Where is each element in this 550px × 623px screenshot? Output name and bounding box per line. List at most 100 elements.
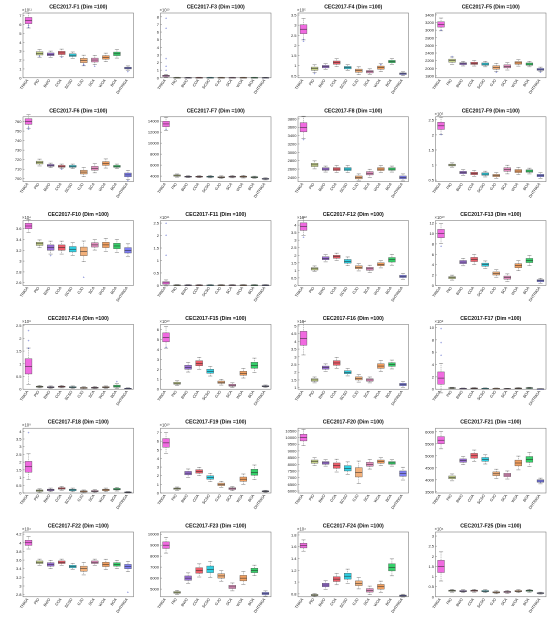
x-tick-label: BOA (522, 597, 530, 606)
box-pio (173, 284, 181, 286)
y-tick-label: 3.5 (16, 437, 22, 442)
outlier-marker: + (83, 276, 85, 280)
x-tick-label: SCSO (477, 182, 486, 193)
outlier-marker: + (165, 234, 167, 238)
x-tick-label: GJO (489, 494, 497, 503)
y-tick-label: 2 (432, 132, 435, 137)
x-tick-label: WOA (98, 493, 107, 503)
box-dhtriga (124, 387, 132, 390)
outlier-marker: + (451, 55, 453, 59)
x-tick-label: TRIGA (19, 597, 29, 609)
box-coa (58, 486, 66, 491)
y-tick-label: 8000 (288, 462, 298, 467)
plot-frame (297, 531, 409, 598)
plot-frame (22, 12, 134, 79)
axis-exponent: ×10¹⁰ (160, 423, 170, 428)
x-tick-label: TRIGA (157, 78, 167, 90)
y-tick-label: 3 (157, 465, 160, 470)
x-tick-label: SCA (363, 493, 371, 502)
box-boa (388, 58, 396, 65)
chart-title: CEC2017-F14 (Dim =100) (48, 316, 109, 322)
x-tick-label: DHTRIGA (253, 78, 266, 95)
y-tick-label: 740 (15, 138, 22, 143)
box-triga (162, 432, 170, 454)
x-tick-label: PIO (308, 598, 315, 606)
outlier-marker: + (495, 70, 497, 74)
x-tick-label: COA (467, 286, 475, 295)
x-tick-label: BOA (522, 78, 530, 87)
x-tick-label: BOA (247, 78, 255, 87)
box-boa (388, 254, 396, 266)
plot-frame (22, 531, 134, 598)
box-coa (333, 357, 341, 369)
x-tick-label: WOA (511, 182, 520, 192)
box-triga: ++ (24, 12, 33, 29)
x-tick-label: SCSO (202, 286, 211, 297)
y-tick-label: 4500 (425, 465, 435, 470)
box-bwo (184, 362, 192, 373)
box-pio (448, 589, 456, 593)
box-pio (35, 158, 44, 167)
y-tick-label: 3600 (288, 125, 298, 130)
chart-panel: CEC2017-F8 (Dim =100) 2400 2600 2800 3000 320… (288, 108, 409, 199)
box-pio (310, 593, 319, 597)
y-tick-label: 3.5 (291, 347, 297, 352)
x-tick-label: GJO (77, 598, 85, 607)
x-tick-label: TRIGA (19, 78, 29, 90)
box-coa (333, 58, 341, 67)
y-tick-label: 2.8 (16, 269, 22, 274)
x-tick-label: PIO (446, 286, 453, 294)
box-coa (470, 589, 478, 593)
box-woa (102, 52, 110, 62)
x-tick-label: WOA (236, 493, 245, 503)
y-tick-label: 5 (19, 31, 22, 36)
box-pio (448, 387, 456, 389)
plot-frame (160, 427, 272, 494)
y-tick-label: 3.5 (291, 13, 297, 18)
x-tick-label: TRIGA (157, 182, 167, 194)
box-woa (514, 59, 522, 67)
x-tick-label: PIO (308, 494, 315, 502)
outlier-marker: + (165, 65, 167, 69)
x-tick-label: SCSO (477, 494, 486, 505)
chart-panel: CEC2017-F14 (Dim =100)×10⁸00.511.522.5++… (16, 316, 134, 406)
box-triga (299, 539, 308, 552)
x-tick-label: BOA (385, 78, 393, 87)
x-tick-label: SCA (88, 390, 96, 399)
outlier-marker: + (302, 40, 304, 44)
box-pio (35, 385, 44, 389)
y-tick-label: 1 (432, 574, 435, 579)
box-scso (344, 461, 352, 475)
x-tick-label: SCA (363, 390, 371, 399)
x-tick-label: SCA (225, 390, 233, 399)
box-bwo (459, 589, 467, 593)
x-tick-label: COA (192, 390, 200, 399)
x-tick-label: SCA (88, 493, 96, 502)
box-bwo (184, 284, 192, 286)
chart-title: CEC2017-F6 (Dim =100) (49, 108, 107, 114)
x-tick-label: COA (329, 286, 337, 295)
x-tick-label: COA (54, 390, 62, 399)
x-tick-label: BOA (522, 286, 530, 295)
x-tick-label: DHTRIGA (391, 286, 404, 303)
box-coa (333, 252, 341, 261)
y-tick-label: 1 (157, 68, 160, 73)
axis-exponent: ×10¹¹ (160, 215, 170, 220)
x-tick-label: DHTRIGA (253, 390, 266, 407)
chart-title: CEC2017-F7 (Dim =100) (187, 108, 245, 114)
x-tick-label: WOA (373, 286, 382, 296)
box-triga: ++ (299, 18, 308, 44)
outlier-marker: + (165, 128, 167, 132)
y-tick-label: 0 (157, 283, 160, 288)
x-tick-label: COA (467, 78, 475, 87)
y-tick-label: 3 (432, 534, 435, 539)
outlier-marker: + (539, 70, 541, 74)
axis-exponent: ×10¹³ (160, 8, 170, 13)
plot-frame (22, 220, 134, 286)
y-tick-label: 5 (157, 447, 160, 452)
box-woa (377, 580, 385, 593)
y-tick-label: 4 (294, 223, 297, 228)
chart-title: CEC2017-F21 (Dim =100) (460, 420, 521, 426)
y-tick-label: 720 (15, 157, 22, 162)
box-dhtriga (261, 590, 270, 597)
